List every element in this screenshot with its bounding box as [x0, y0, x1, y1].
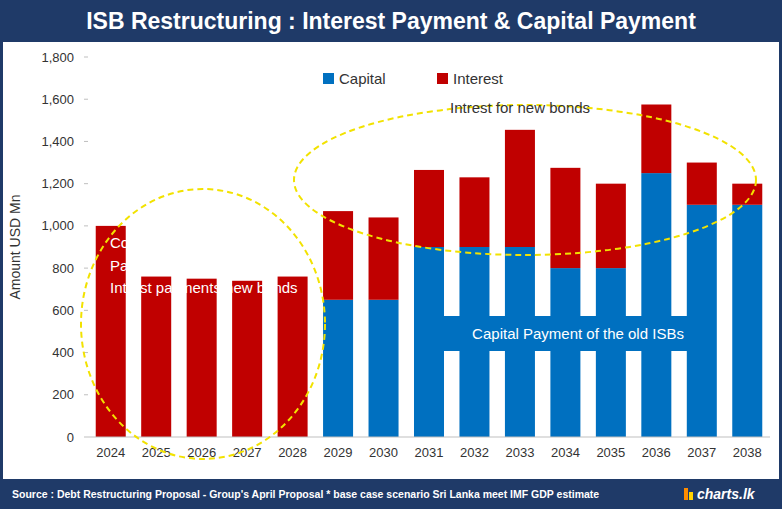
x-tick-label: 2034 [551, 445, 580, 460]
x-tick-label: 2036 [642, 445, 671, 460]
y-tick-label: 200 [52, 387, 74, 402]
x-tick-label: 2033 [505, 445, 534, 460]
bar [323, 300, 353, 437]
y-tick [84, 57, 88, 58]
y-tick-label: 1,600 [41, 92, 74, 107]
bar [369, 300, 399, 437]
y-tick-label: 800 [52, 261, 74, 276]
bar [687, 163, 717, 205]
annotation-ellipse [294, 105, 756, 255]
bar [459, 177, 489, 247]
bars [96, 105, 763, 438]
x-tick-label: 2032 [460, 445, 489, 460]
y-tick [84, 310, 88, 311]
legend-label: Interest [453, 70, 504, 87]
y-tick-label: 1,000 [41, 218, 74, 233]
bar [550, 268, 580, 437]
x-tick-label: 2035 [596, 445, 625, 460]
x-tick-label: 2025 [142, 445, 171, 460]
annotation-box [441, 316, 715, 351]
bar [414, 247, 444, 437]
annotation: Intrest for new bonds [450, 99, 590, 116]
bar [232, 281, 262, 437]
annotation: Capital Payment of the old ISBs [472, 325, 684, 342]
y-tick-label: 1,400 [41, 134, 74, 149]
legend-swatch [437, 73, 448, 84]
chart: ISB Restructuring : Interest Payment & C… [0, 0, 782, 509]
bar [187, 279, 217, 437]
y-tick [84, 141, 88, 142]
bar [323, 211, 353, 300]
bar [278, 277, 308, 437]
y-axis: 0 200 400 600 800 1,000 1,200 1,400 1,600 1,800 [41, 50, 88, 445]
y-tick [84, 268, 88, 269]
x-tick-label: 2031 [415, 445, 444, 460]
x-tick-label: 2030 [369, 445, 398, 460]
bar [369, 217, 399, 299]
legend-label: Capital [339, 70, 386, 87]
legend-swatch [323, 73, 334, 84]
x-tick-label: 2029 [324, 445, 353, 460]
source: Source : Debt Restructuring Proposal - G… [12, 488, 599, 500]
footer-bar [0, 479, 782, 509]
y-tick-label: 0 [67, 430, 74, 445]
legend: Capital Interest [323, 70, 504, 87]
bar [732, 205, 762, 437]
bar [641, 105, 671, 174]
y-tick-label: 400 [52, 345, 74, 360]
title: ISB Restructuring : Interest Payment & C… [86, 8, 696, 34]
y-tick-label: 600 [52, 303, 74, 318]
annotation: Intrest payments new bonds [110, 279, 298, 296]
bar [505, 130, 535, 247]
y-tick [84, 225, 88, 226]
x-tick-label: 2038 [733, 445, 762, 460]
y-tick [84, 394, 88, 395]
x-tick-label: 2037 [687, 445, 716, 460]
y-tick-label: 1,200 [41, 176, 74, 191]
logo-bar [684, 488, 688, 500]
y-tick [84, 183, 88, 184]
y-tick-label: 1,800 [41, 50, 74, 65]
bar [414, 170, 444, 247]
annotation-ellipse [81, 189, 325, 459]
bar [596, 268, 626, 437]
background [0, 0, 782, 509]
bar [141, 277, 171, 437]
y-tick [84, 437, 88, 438]
frame [2, 2, 781, 508]
bar [596, 184, 626, 268]
x-tick-label: 2024 [96, 445, 125, 460]
bar [641, 173, 671, 437]
annotation: Consent fee [110, 234, 191, 251]
x-tick-label: 2028 [278, 445, 307, 460]
x-tick-label: 2027 [233, 445, 262, 460]
y-tick [84, 99, 88, 100]
y-axis-label: Amount USD Mn [7, 194, 23, 299]
annotation: Past due Interest payments [110, 257, 293, 274]
title-bar [0, 0, 782, 42]
x-axis-line [88, 437, 770, 438]
logo-bar [689, 492, 693, 500]
brand: charts.lk [697, 486, 756, 502]
